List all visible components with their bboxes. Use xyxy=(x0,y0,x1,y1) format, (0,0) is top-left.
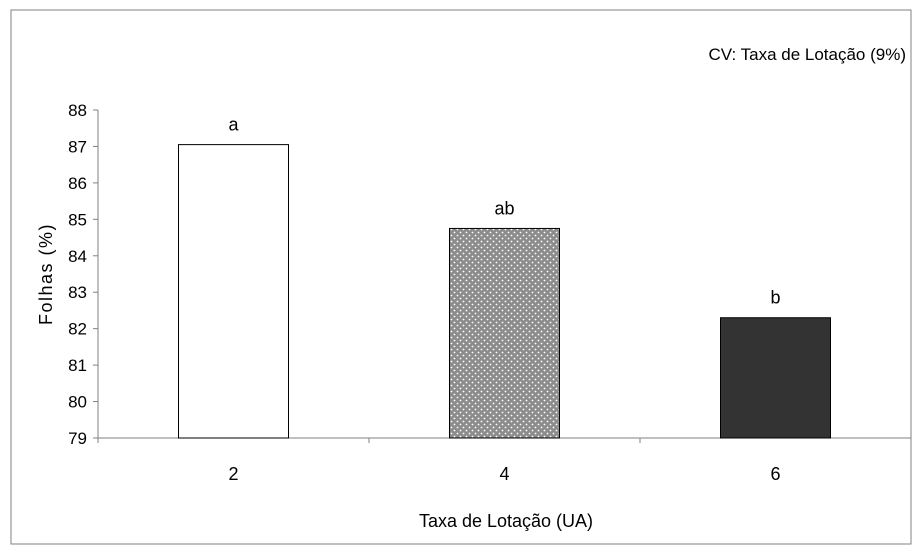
bar-letter-label: ab xyxy=(494,198,514,218)
y-tick-label: 88 xyxy=(68,101,87,120)
x-axis-label: Taxa de Lotação (UA) xyxy=(419,511,593,531)
y-tick-label: 87 xyxy=(68,137,87,156)
bars-group: a ab b xyxy=(178,115,831,439)
y-axis: 79 80 81 82 83 84 85 86 87 88 xyxy=(68,101,99,448)
y-tick-label: 79 xyxy=(68,429,87,448)
cv-annotation: CV: Taxa de Lotação (9%) xyxy=(708,45,906,64)
y-tick-label: 82 xyxy=(68,320,87,339)
y-tick-label: 81 xyxy=(68,356,87,375)
y-tick-label: 85 xyxy=(68,210,87,229)
y-tick-label: 80 xyxy=(68,393,87,412)
bar-4 xyxy=(449,227,560,439)
y-tick-label: 84 xyxy=(68,247,87,266)
y-axis-label: Folhas (%) xyxy=(36,223,56,325)
bar-6 xyxy=(720,317,831,439)
bar-letter-label: b xyxy=(770,288,780,308)
x-tick-label: 4 xyxy=(499,464,509,484)
y-tick-label: 86 xyxy=(68,174,87,193)
bar-2 xyxy=(178,144,289,439)
bar-letter-label: a xyxy=(228,115,239,135)
x-tick-label: 6 xyxy=(770,464,780,484)
y-tick-label: 83 xyxy=(68,283,87,302)
x-tick-label: 2 xyxy=(228,464,238,484)
